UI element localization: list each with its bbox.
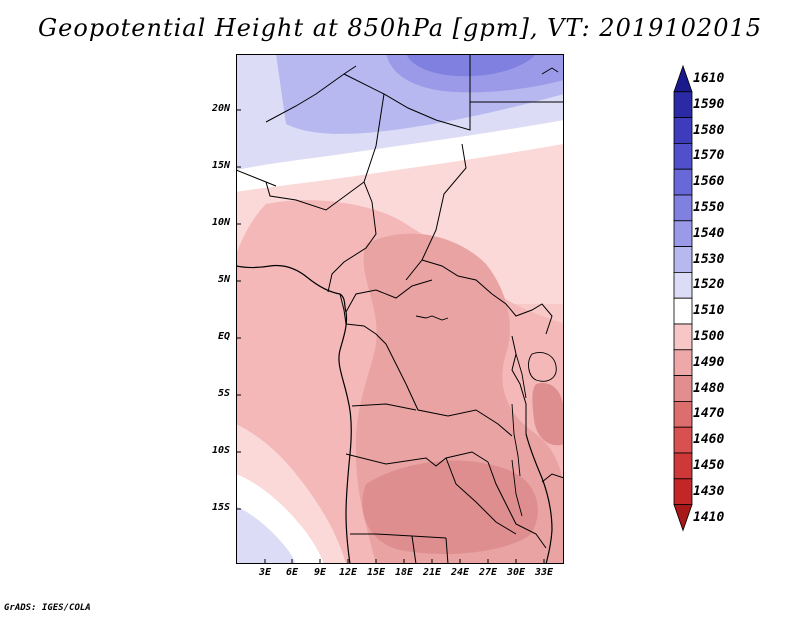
lon-label-18e: 18E — [394, 567, 414, 578]
lon-label-15e: 15E — [366, 567, 386, 578]
colorbar-swatch — [673, 297, 693, 325]
colorbar-swatch — [673, 452, 693, 480]
map-panel — [236, 54, 564, 564]
lon-label-30e: 30E — [506, 567, 526, 578]
colorbar-label: 1410 — [693, 509, 725, 525]
colorbar-label: 1610 — [693, 70, 725, 86]
lat-label-5s: 5S — [217, 388, 230, 399]
axis-ticks — [236, 109, 545, 564]
colorbar-label: 1550 — [693, 199, 725, 215]
colorbar-swatch — [673, 478, 693, 505]
coastlines — [236, 264, 553, 564]
lat-label-20n: 20N — [211, 103, 230, 114]
colorbar-swatch — [673, 143, 693, 170]
colorbar-swatch — [673, 117, 693, 144]
colorbar-label: 1590 — [693, 96, 725, 112]
lat-label-15s: 15S — [211, 502, 230, 513]
colorbar-swatch — [673, 168, 693, 196]
colorbar-label: 1480 — [693, 380, 725, 396]
lon-label-24e: 24E — [450, 567, 470, 578]
field-1470-south — [362, 460, 538, 554]
colorbar-swatch — [673, 194, 693, 222]
field-1520-southwest — [236, 506, 296, 564]
footer-credit: GrADS: IGES/COLA — [4, 603, 91, 613]
colorbar-swatch — [673, 426, 693, 454]
colorbar-label: 1510 — [693, 303, 725, 319]
lakes-rivers — [415, 67, 559, 517]
lon-label-12e: 12E — [338, 567, 358, 578]
colorbar-label: 1580 — [693, 122, 725, 138]
lon-label-6e: 6E — [285, 567, 299, 578]
colorbar-swatch — [673, 400, 693, 428]
lon-label-27e: 27E — [478, 567, 498, 578]
map-title: Geopotential Height at 850hPa [gpm], VT:… — [38, 14, 762, 42]
colorbar — [673, 64, 693, 532]
colorbar-swatch — [673, 375, 693, 402]
field-1550-band — [406, 54, 536, 77]
colorbar-bottom-arrow — [673, 504, 693, 532]
lon-label-9e: 9E — [313, 567, 327, 578]
colorbar-label: 1520 — [693, 277, 725, 293]
colorbar-label: 1490 — [693, 354, 725, 370]
lon-label-3e: 3E — [258, 567, 272, 578]
colorbar-label: 1570 — [693, 148, 725, 164]
lat-label-15n: 15N — [211, 160, 230, 171]
colorbar-swatch — [673, 349, 693, 376]
map-frame — [236, 54, 564, 564]
lat-label-eq: EQ — [217, 331, 230, 342]
lat-label-10n: 10N — [211, 217, 230, 228]
colorbar-label: 1470 — [693, 406, 725, 422]
colorbar-swatch — [673, 271, 693, 299]
lon-label-33e: 33E — [534, 567, 554, 578]
colorbar-swatch — [673, 220, 693, 248]
colorbar-label: 1530 — [693, 251, 725, 267]
field-1470-east — [532, 383, 564, 446]
country-borders — [236, 54, 564, 564]
colorbar-label: 1460 — [693, 432, 725, 448]
colorbar-label: 1540 — [693, 225, 725, 241]
colorbar-label: 1450 — [693, 457, 725, 473]
lat-label-5n: 5N — [217, 274, 230, 285]
colorbar-top-arrow — [673, 64, 693, 93]
lat-label-10s: 10S — [211, 445, 230, 456]
colorbar-label: 1500 — [693, 328, 725, 344]
colorbar-swatch — [673, 246, 693, 273]
field-1510-north — [236, 120, 564, 192]
colorbar-swatch — [673, 91, 693, 118]
colorbar-swatch — [673, 323, 693, 351]
colorbar-label: 1430 — [693, 483, 725, 499]
lon-label-21e: 21E — [422, 567, 442, 578]
colorbar-label: 1560 — [693, 174, 725, 190]
